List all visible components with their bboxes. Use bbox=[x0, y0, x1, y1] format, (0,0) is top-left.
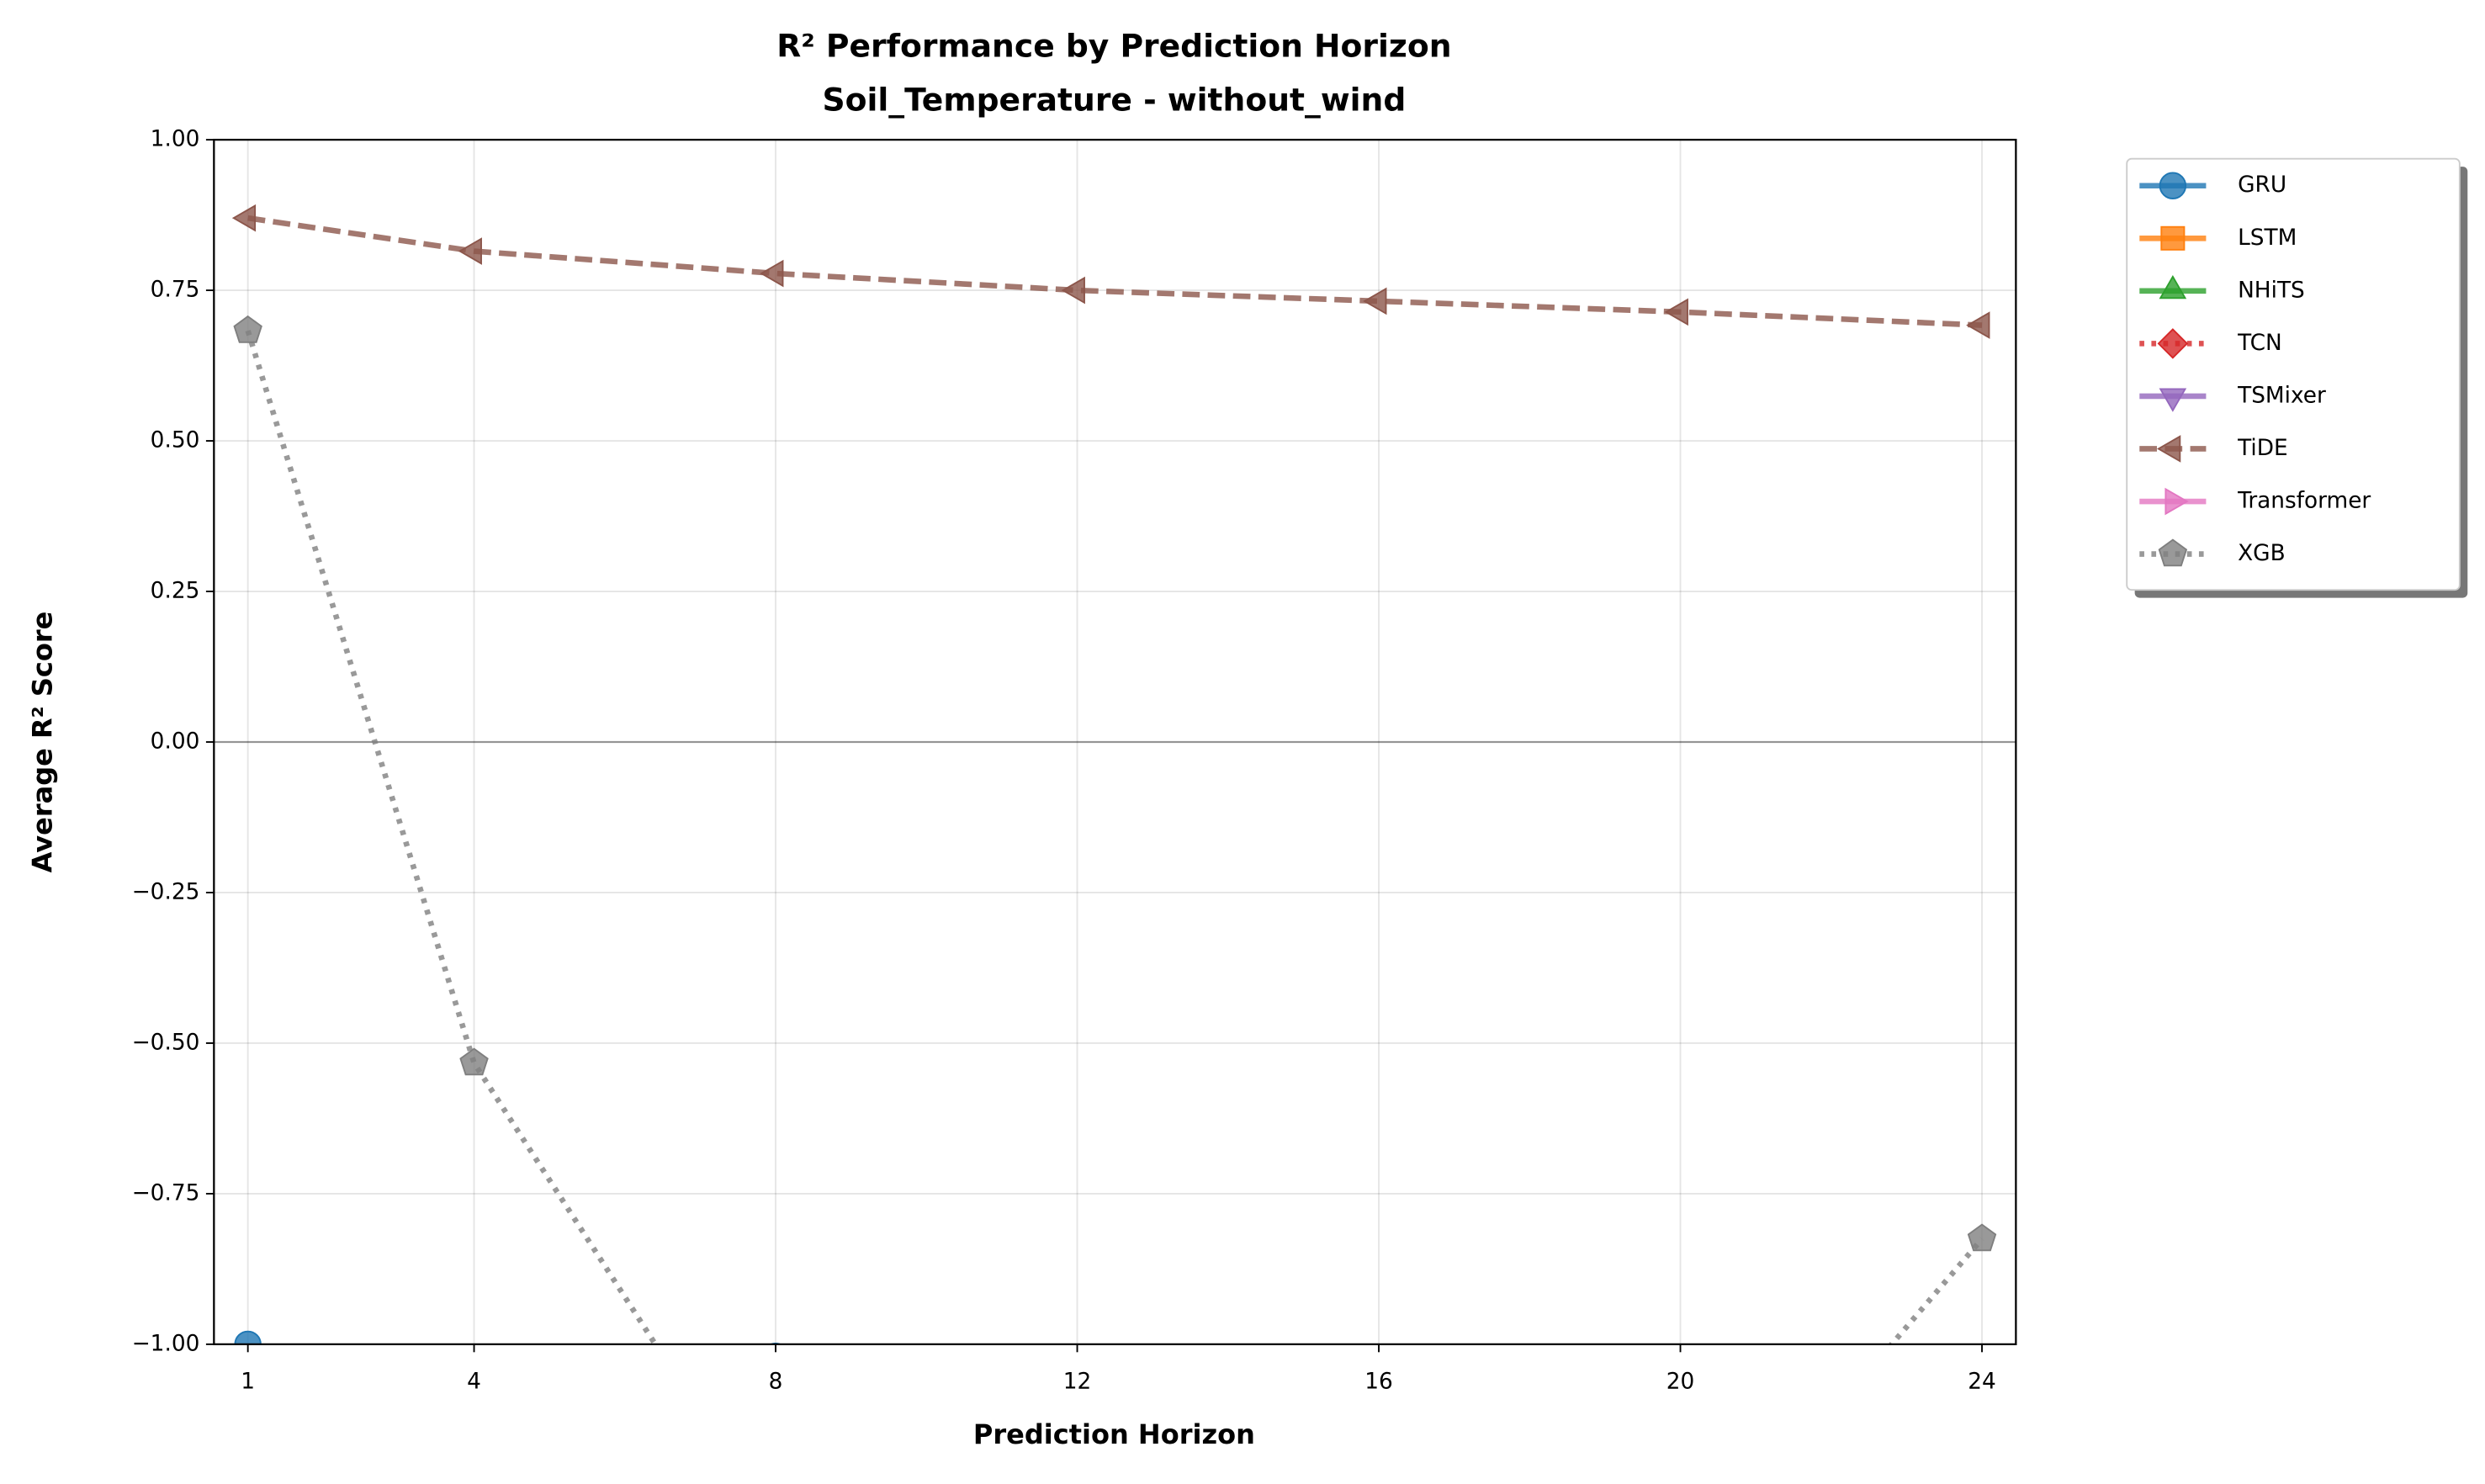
marker bbox=[2157, 435, 2181, 463]
y-axis-label: Average R² Score bbox=[27, 612, 59, 873]
chart-title: R² Performance by Prediction Horizon bbox=[776, 27, 1451, 64]
marker bbox=[2158, 538, 2188, 567]
x-tick-label: 1 bbox=[241, 1370, 255, 1395]
chart-subtitle: Soil_Temperature - without_wind bbox=[822, 81, 1406, 118]
marker bbox=[2159, 172, 2187, 199]
y-tick-label: −0.75 bbox=[132, 1180, 200, 1206]
y-tick-label: 0.00 bbox=[151, 729, 200, 754]
legend-label: TiDE bbox=[2237, 436, 2288, 461]
marker bbox=[1966, 311, 1990, 339]
x-tick-label: 16 bbox=[1364, 1370, 1393, 1395]
legend-box bbox=[2126, 157, 2461, 591]
x-tick-label: 24 bbox=[1968, 1370, 1996, 1395]
marker bbox=[1363, 287, 1387, 315]
marker bbox=[2160, 225, 2186, 251]
legend-label: LSTM bbox=[2238, 225, 2297, 251]
marker bbox=[458, 237, 482, 265]
y-tick-label: 0.25 bbox=[151, 579, 200, 604]
legend-label: XGB bbox=[2238, 541, 2286, 566]
legend: GRU LSTM NHiTS TCN TSMixer TiDE Transformer XGB bbox=[2126, 157, 2468, 598]
y-tick-label: −0.25 bbox=[132, 879, 200, 904]
marker bbox=[1061, 276, 1085, 305]
marker bbox=[760, 259, 784, 288]
x-tick-label: 12 bbox=[1063, 1370, 1092, 1395]
x-tick-label: 20 bbox=[1666, 1370, 1695, 1395]
x-axis-label: Prediction Horizon bbox=[973, 1418, 1255, 1450]
legend-label: NHiTS bbox=[2238, 278, 2305, 303]
marker bbox=[2164, 487, 2189, 516]
x-tick-label: 4 bbox=[467, 1370, 481, 1395]
marker bbox=[233, 315, 262, 343]
marker bbox=[2159, 388, 2187, 412]
marker bbox=[1664, 298, 1688, 326]
x-tick-label: 8 bbox=[769, 1370, 783, 1395]
series bbox=[231, 204, 1990, 339]
marker bbox=[2159, 274, 2187, 299]
ticks: −1.00 −0.75 −0.50 −0.25 0.00 0.25 0.50 0.75 1.00… bbox=[132, 127, 1996, 1395]
y-tick-label: 0.50 bbox=[151, 428, 200, 453]
marker bbox=[231, 204, 257, 232]
legend-label: TCN bbox=[2237, 331, 2282, 356]
y-tick-label: 1.00 bbox=[151, 127, 200, 152]
legend-label: Transformer bbox=[2237, 489, 2371, 514]
y-tick-label: −0.50 bbox=[132, 1030, 200, 1055]
legend-label: GRU bbox=[2238, 172, 2286, 198]
y-tick-label: 0.75 bbox=[151, 278, 200, 303]
marker bbox=[459, 1047, 489, 1076]
series bbox=[233, 315, 1997, 1344]
marker bbox=[2157, 328, 2189, 359]
y-tick-label: −1.00 bbox=[132, 1331, 200, 1356]
marker bbox=[234, 1330, 262, 1344]
legend-label: TSMixer bbox=[2237, 383, 2326, 408]
marker bbox=[1967, 1223, 1997, 1252]
